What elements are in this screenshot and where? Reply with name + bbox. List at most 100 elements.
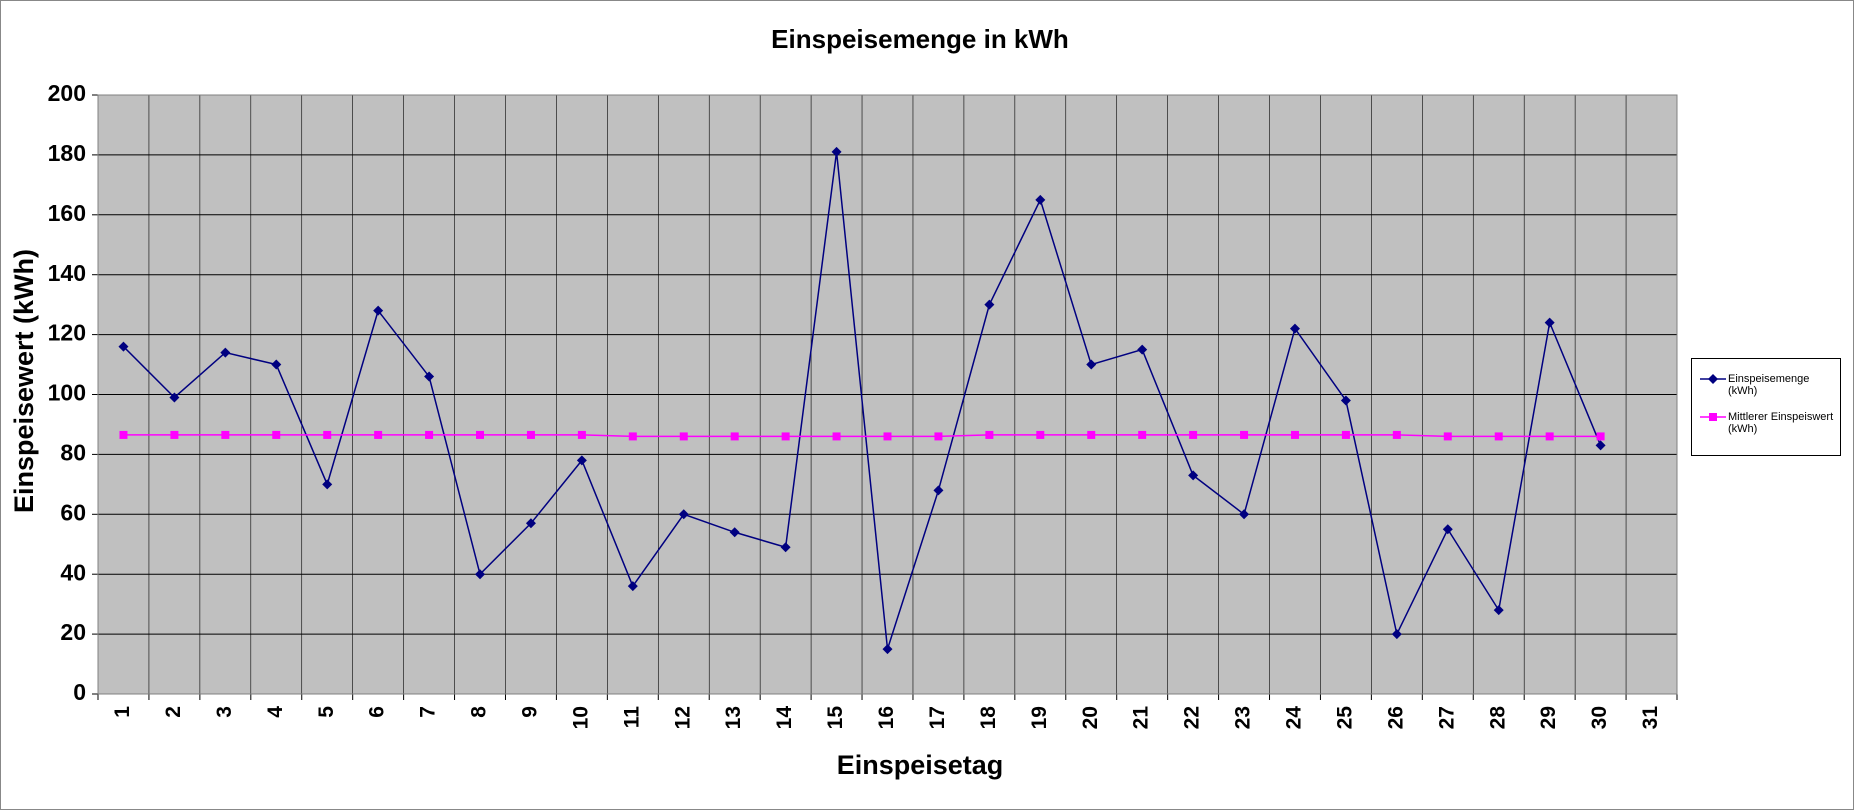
x-tick-label: 5 — [315, 706, 338, 718]
marker — [1137, 344, 1148, 355]
marker — [220, 347, 231, 358]
y-axis-title: Einspeisewert (kWh) — [9, 249, 39, 513]
y-tick-label: 180 — [48, 140, 86, 166]
marker — [1240, 430, 1249, 439]
x-tick-label: 11 — [620, 706, 643, 729]
x-tick-label: 15 — [824, 706, 847, 730]
legend-swatch — [1700, 413, 1726, 421]
y-tick-label: 20 — [60, 619, 86, 645]
marker — [1086, 359, 1097, 370]
marker — [323, 430, 332, 439]
marker — [119, 430, 128, 439]
marker — [1443, 432, 1452, 441]
marker — [882, 644, 893, 655]
x-tick-label: 26 — [1384, 706, 1407, 729]
marker — [1290, 430, 1299, 439]
x-tick-label: 23 — [1232, 706, 1255, 729]
x-tick-label: 3 — [213, 706, 236, 718]
x-tick-label: 8 — [468, 706, 491, 718]
y-tick-label: 140 — [48, 260, 86, 286]
marker — [1545, 432, 1554, 441]
x-tick-label: 21 — [1130, 706, 1153, 730]
marker — [424, 371, 435, 382]
x-tick-label: 27 — [1435, 706, 1458, 729]
marker — [525, 518, 536, 529]
y-tick-label: 120 — [48, 320, 86, 346]
x-tick-label: 9 — [518, 706, 541, 718]
x-tick-label: 22 — [1181, 706, 1204, 729]
marker — [730, 432, 739, 441]
marker — [169, 392, 180, 403]
x-tick-label: 17 — [926, 706, 949, 729]
marker — [1709, 413, 1717, 421]
marker — [1340, 395, 1351, 406]
marker — [374, 430, 383, 439]
x-tick-label: 29 — [1537, 706, 1560, 729]
legend-label: Einspeisemenge (kWh) — [1728, 373, 1810, 397]
marker — [984, 299, 995, 310]
marker — [628, 432, 637, 441]
marker — [1392, 430, 1401, 439]
marker — [627, 581, 638, 592]
marker — [832, 432, 841, 441]
marker — [729, 527, 740, 538]
marker — [577, 430, 586, 439]
marker — [933, 485, 944, 496]
marker — [1188, 470, 1199, 481]
x-tick-label: 28 — [1486, 706, 1509, 730]
marker — [1442, 524, 1453, 535]
marker — [1596, 432, 1605, 441]
marker — [1189, 430, 1198, 439]
marker — [934, 432, 943, 441]
marker — [780, 542, 791, 553]
legend-key — [1700, 411, 1726, 423]
marker — [1289, 323, 1300, 334]
chart-title: Einspeisemenge in kWh — [771, 24, 1069, 54]
legend-swatch — [1700, 374, 1726, 384]
x-tick-label: 30 — [1588, 706, 1611, 729]
y-tick-label: 60 — [60, 499, 86, 525]
marker — [271, 359, 282, 370]
legend: Einspeisemenge (kWh) Mittlerer Einspeiswe… — [1691, 358, 1841, 456]
legend-label: Mittlerer Einspeiswert (kWh) — [1728, 411, 1834, 435]
marker — [1087, 430, 1096, 439]
marker — [1494, 432, 1503, 441]
marker — [1391, 629, 1402, 640]
x-tick-label: 16 — [875, 706, 898, 729]
x-tick-label: 25 — [1333, 706, 1356, 730]
legend-key — [1700, 373, 1726, 385]
marker — [272, 430, 281, 439]
x-axis-title: Einspeisetag — [837, 750, 1004, 780]
y-tick-label: 40 — [60, 559, 86, 585]
marker — [1544, 317, 1555, 328]
y-tick-label: 0 — [73, 679, 86, 705]
marker — [831, 146, 842, 157]
marker — [576, 455, 587, 466]
marker — [373, 305, 384, 316]
x-tick-label: 1 — [111, 706, 134, 718]
y-tick-label: 80 — [60, 439, 86, 465]
marker — [1138, 430, 1147, 439]
marker — [679, 432, 688, 441]
marker — [1595, 440, 1606, 451]
series-line — [122, 151, 1602, 650]
x-tick-label: 20 — [1079, 706, 1102, 729]
marker — [883, 432, 892, 441]
x-tick-label: 4 — [264, 706, 287, 718]
x-tick-label: 12 — [671, 706, 694, 729]
legend-entry: Einspeisemenge (kWh) — [1700, 373, 1836, 397]
marker — [1036, 430, 1045, 439]
marker — [322, 479, 333, 490]
x-tick-label: 31 — [1639, 706, 1662, 730]
marker — [221, 430, 230, 439]
y-tick-label: 160 — [48, 200, 86, 226]
marker — [1493, 605, 1504, 616]
x-tick-label: 13 — [722, 706, 745, 729]
x-tick-label: 10 — [569, 706, 592, 729]
x-tick-label: 2 — [162, 706, 185, 718]
x-tick-label: 14 — [773, 706, 796, 730]
x-tick-label: 24 — [1283, 706, 1306, 730]
y-tick-label: 200 — [48, 80, 86, 106]
